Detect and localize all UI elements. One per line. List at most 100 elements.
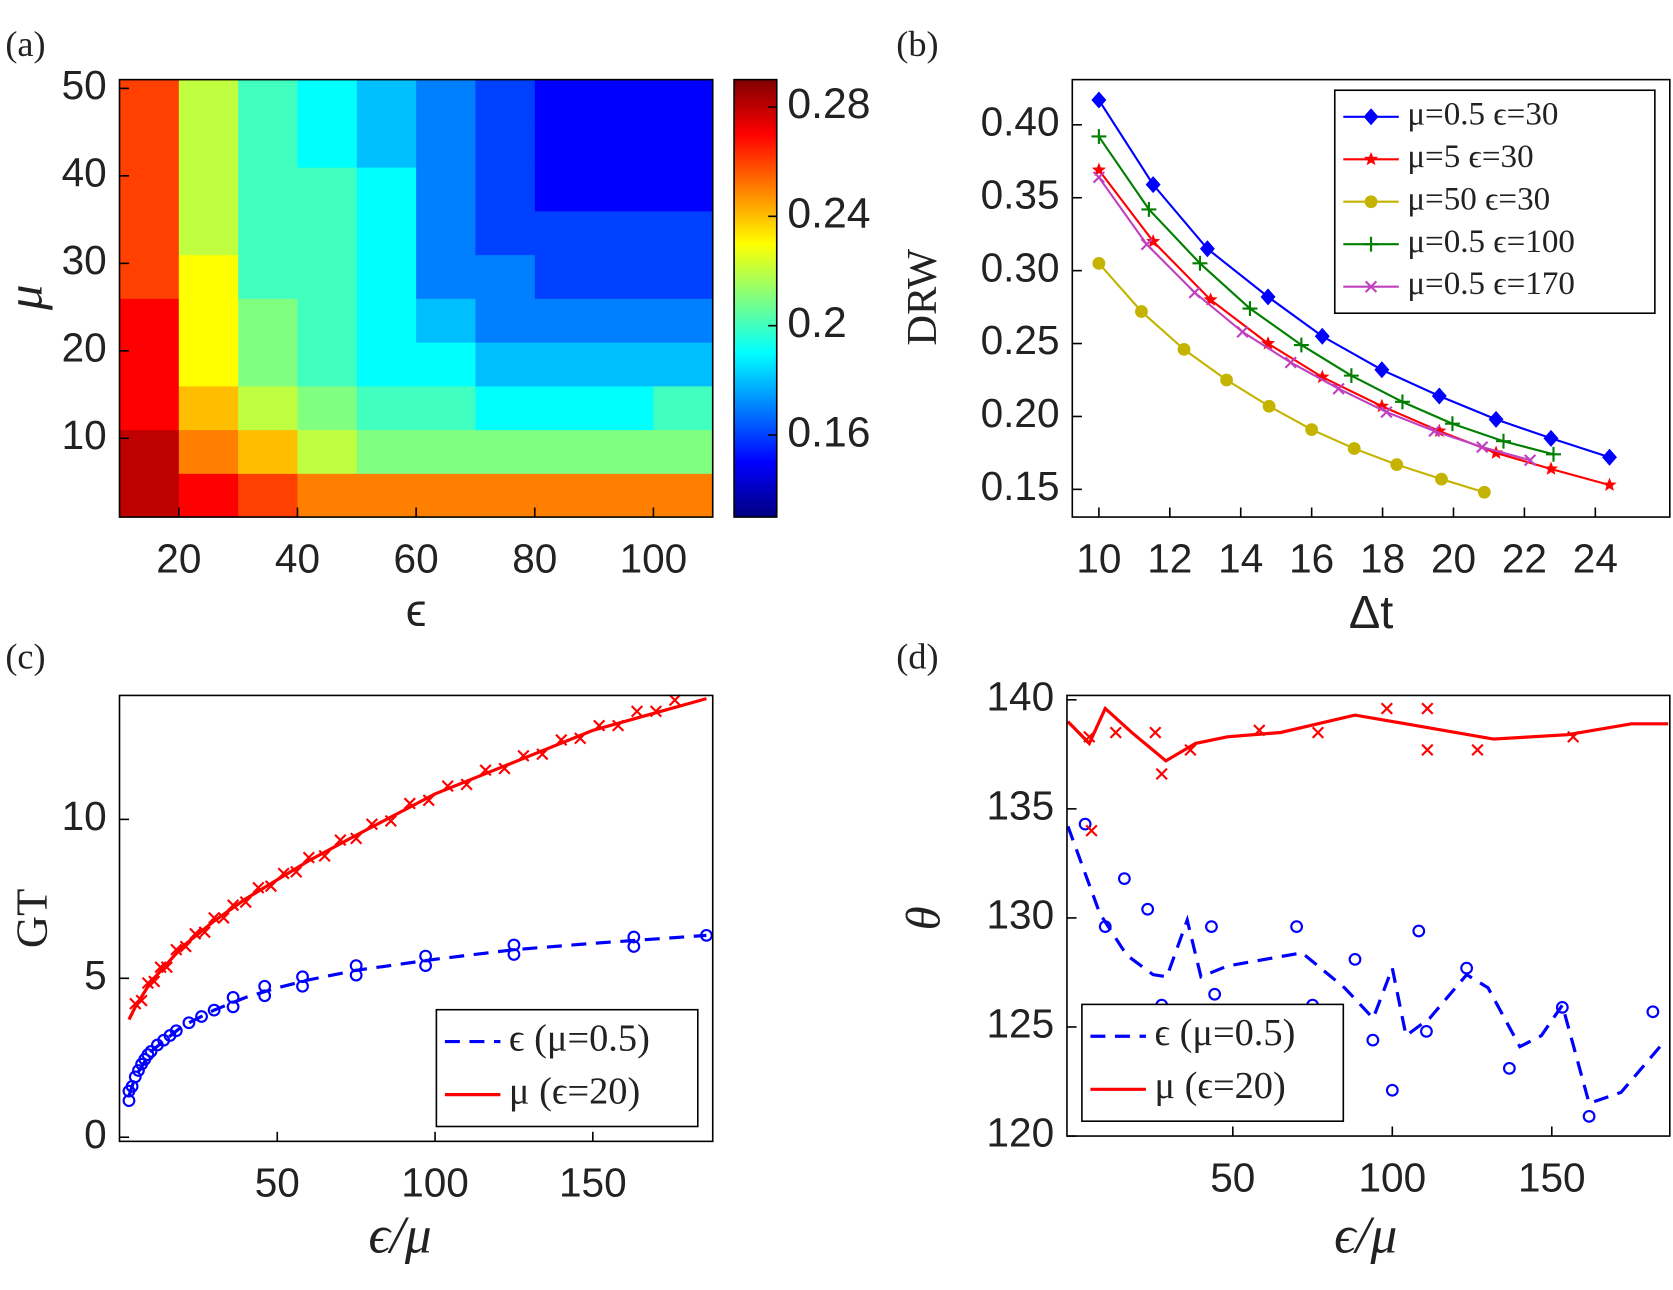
marker bbox=[1091, 91, 1107, 109]
heat-cell bbox=[534, 298, 595, 343]
marker bbox=[1412, 924, 1426, 938]
marker bbox=[1284, 356, 1297, 369]
x-tick-label: 20 bbox=[156, 535, 201, 581]
marker bbox=[630, 705, 644, 718]
heat-cell bbox=[356, 210, 417, 256]
heat-cell bbox=[178, 167, 239, 212]
heat-cell bbox=[356, 79, 417, 124]
heat-cell bbox=[416, 210, 476, 256]
marker bbox=[318, 849, 331, 862]
marker bbox=[1543, 461, 1559, 475]
heat-cell bbox=[534, 79, 595, 124]
heat-cell bbox=[653, 210, 714, 256]
panel-label: (a) bbox=[5, 24, 45, 64]
heat-cell bbox=[119, 473, 180, 518]
marker bbox=[1314, 327, 1330, 345]
x-tick-label: 18 bbox=[1360, 535, 1405, 581]
marker bbox=[239, 895, 252, 909]
marker bbox=[1242, 301, 1258, 316]
heat-cell bbox=[475, 123, 536, 168]
cbar-tick-label: 0.16 bbox=[787, 408, 870, 456]
y-tick-label: 10 bbox=[62, 793, 107, 839]
heat-cell bbox=[416, 298, 476, 343]
heat-cell bbox=[297, 79, 358, 124]
x-tick-label: 10 bbox=[1076, 535, 1121, 581]
y-tick-label: 40 bbox=[62, 150, 107, 196]
heat-cell bbox=[594, 123, 654, 168]
x-tick-label: 50 bbox=[255, 1160, 300, 1206]
marker bbox=[349, 968, 363, 982]
marker bbox=[403, 797, 416, 810]
colorbar bbox=[733, 78, 778, 518]
marker bbox=[195, 1010, 208, 1023]
panel-label: (d) bbox=[896, 637, 938, 677]
x-tick-label: 100 bbox=[1358, 1154, 1426, 1200]
heat-cell bbox=[119, 79, 180, 124]
marker bbox=[1141, 902, 1155, 916]
x-axis-label: ϵ bbox=[406, 584, 427, 636]
marker bbox=[208, 911, 221, 924]
marker bbox=[132, 1064, 145, 1077]
plot-frame bbox=[1066, 694, 1671, 1137]
heat-cell bbox=[119, 342, 180, 387]
cbar-tick-label: 0.24 bbox=[787, 190, 870, 238]
x-tick-label: 24 bbox=[1573, 535, 1618, 581]
heat-cell bbox=[594, 79, 654, 124]
marker bbox=[179, 940, 192, 953]
marker bbox=[141, 1048, 155, 1061]
heat-cell bbox=[594, 385, 654, 431]
marker bbox=[1262, 399, 1276, 413]
marker bbox=[227, 899, 240, 912]
marker bbox=[1582, 1110, 1596, 1123]
marker bbox=[128, 1070, 142, 1084]
x-tick-label: 16 bbox=[1289, 535, 1334, 581]
marker bbox=[1098, 920, 1112, 934]
marker bbox=[1184, 743, 1197, 757]
marker bbox=[1543, 429, 1559, 447]
heat-cell bbox=[416, 123, 476, 168]
heat-cell bbox=[297, 123, 358, 168]
cbar-tick-label: 0.2 bbox=[787, 299, 846, 347]
heat-cell bbox=[297, 298, 358, 343]
y-axis-label: θ bbox=[895, 906, 950, 930]
marker bbox=[264, 880, 278, 893]
x-tick-label: 150 bbox=[559, 1160, 627, 1206]
marker bbox=[258, 989, 272, 1003]
heat-cell bbox=[178, 123, 239, 168]
marker bbox=[277, 867, 290, 880]
heat-cell bbox=[475, 298, 536, 343]
marker bbox=[1602, 477, 1617, 491]
legend-label: μ (ϵ=20) bbox=[1154, 1065, 1285, 1107]
marker bbox=[1420, 1024, 1433, 1038]
marker bbox=[1149, 726, 1162, 739]
heat-cell bbox=[594, 254, 654, 299]
heat-cell bbox=[653, 79, 714, 124]
marker bbox=[1363, 236, 1379, 252]
legend-label: μ=0.5 ϵ=30 bbox=[1407, 96, 1558, 132]
marker bbox=[419, 959, 432, 972]
y-tick-label: 135 bbox=[987, 783, 1055, 829]
heat-cell bbox=[475, 385, 536, 431]
heat-cell bbox=[534, 473, 595, 518]
y-tick-label: 0.15 bbox=[981, 463, 1060, 509]
marker bbox=[460, 778, 473, 791]
y-axis-label: GT bbox=[6, 889, 56, 948]
marker bbox=[507, 938, 521, 952]
marker bbox=[1602, 448, 1617, 466]
heat-cell bbox=[653, 123, 714, 168]
marker bbox=[1293, 337, 1309, 353]
heat-cell bbox=[238, 473, 299, 518]
heat-cell bbox=[178, 385, 239, 431]
marker bbox=[1431, 387, 1447, 405]
heat-cell bbox=[238, 167, 299, 212]
heat-cell bbox=[356, 167, 417, 212]
heat-cell bbox=[475, 167, 536, 212]
heat-cell bbox=[475, 473, 536, 518]
marker bbox=[1394, 394, 1410, 410]
heat-cell bbox=[238, 429, 299, 474]
x-tick-label: 20 bbox=[1431, 535, 1476, 581]
marker bbox=[593, 719, 606, 732]
marker bbox=[1236, 325, 1249, 338]
marker bbox=[198, 926, 211, 939]
marker bbox=[182, 1016, 196, 1030]
